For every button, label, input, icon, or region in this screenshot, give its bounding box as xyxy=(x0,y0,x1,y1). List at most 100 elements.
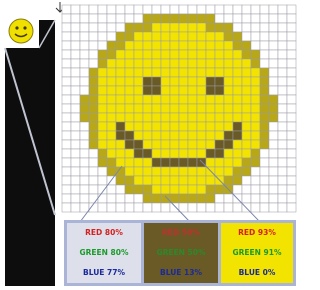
pixel-cell xyxy=(215,140,224,149)
pixel-cell xyxy=(134,167,143,176)
pixel-cell xyxy=(125,113,134,122)
pixel-cell xyxy=(278,131,287,140)
pixel-cell xyxy=(71,122,80,131)
pixel-cell xyxy=(269,68,278,77)
pixel-cell xyxy=(251,5,260,14)
pixel-cell xyxy=(251,113,260,122)
pixel-cell xyxy=(62,68,71,77)
pixel-cell xyxy=(188,68,197,77)
pixel-cell xyxy=(287,131,296,140)
pixel-cell xyxy=(98,95,107,104)
pixel-cell xyxy=(116,149,125,158)
pixel-cell xyxy=(224,68,233,77)
pixel-cell xyxy=(224,32,233,41)
pixel-cell xyxy=(251,140,260,149)
pixel-cell xyxy=(170,95,179,104)
pixel-cell xyxy=(152,149,161,158)
pixel-cell xyxy=(98,41,107,50)
pixel-cell xyxy=(152,176,161,185)
pixel-cell xyxy=(233,113,242,122)
pixel-cell xyxy=(89,104,98,113)
pixel-cell xyxy=(197,131,206,140)
pixel-cell xyxy=(215,50,224,59)
pixel-cell xyxy=(98,140,107,149)
pixel-cell xyxy=(278,194,287,203)
pixel-cell xyxy=(269,77,278,86)
pixel-cell xyxy=(161,149,170,158)
pixel-cell xyxy=(215,113,224,122)
pixel-cell xyxy=(206,41,215,50)
pixel-cell xyxy=(179,14,188,23)
pixel-cell xyxy=(206,131,215,140)
pixel-cell xyxy=(269,23,278,32)
pixel-cell xyxy=(251,149,260,158)
pixel-cell xyxy=(287,176,296,185)
pixel-cell xyxy=(152,122,161,131)
pixel-cell xyxy=(143,176,152,185)
pixel-cell xyxy=(152,50,161,59)
pixel-cell xyxy=(80,158,89,167)
pixel-cell xyxy=(134,95,143,104)
pixel-cell xyxy=(224,194,233,203)
pixel-cell xyxy=(269,203,278,212)
pixel-cell xyxy=(62,140,71,149)
pixel-cell xyxy=(197,23,206,32)
pixel-cell xyxy=(278,158,287,167)
pixel-cell xyxy=(260,140,269,149)
pixel-cell xyxy=(161,50,170,59)
pixel-cell xyxy=(107,86,116,95)
pixel-cell xyxy=(278,68,287,77)
pixel-cell xyxy=(161,41,170,50)
pixel-cell xyxy=(233,131,242,140)
pixel-cell xyxy=(143,77,152,86)
pixel-cell xyxy=(278,5,287,14)
pixel-cell xyxy=(80,50,89,59)
pixel-cell xyxy=(80,5,89,14)
pixel-cell xyxy=(71,203,80,212)
pixel-cell xyxy=(242,41,251,50)
pixel-cell xyxy=(125,32,134,41)
pixel-cell xyxy=(143,59,152,68)
pixel-cell xyxy=(206,14,215,23)
blue-label: BLUE 77% xyxy=(83,268,125,277)
pixel-cell xyxy=(89,86,98,95)
pixel-cell xyxy=(233,122,242,131)
pixel-cell xyxy=(71,185,80,194)
pixel-cell xyxy=(233,77,242,86)
pixel-cell xyxy=(152,203,161,212)
pixel-cell xyxy=(107,131,116,140)
pixel-cell xyxy=(251,14,260,23)
pixel-cell xyxy=(179,122,188,131)
pixel-cell xyxy=(179,167,188,176)
pixel-cell xyxy=(98,5,107,14)
red-label: RED 80% xyxy=(85,228,123,237)
pixel-cell xyxy=(233,5,242,14)
pixel-cell xyxy=(269,41,278,50)
pixel-cell xyxy=(260,5,269,14)
pixel-cell xyxy=(179,5,188,14)
pixel-cell xyxy=(260,14,269,23)
pixel-cell xyxy=(89,185,98,194)
pixel-cell xyxy=(215,185,224,194)
pixel-cell xyxy=(98,194,107,203)
pixel-cell xyxy=(98,131,107,140)
pixel-cell xyxy=(188,158,197,167)
pixel-cell xyxy=(233,185,242,194)
pixel-cell xyxy=(224,131,233,140)
pixel-cell xyxy=(107,113,116,122)
pixel-cell xyxy=(269,149,278,158)
pixel-cell xyxy=(89,95,98,104)
pixel-cell xyxy=(161,77,170,86)
pixel-cell xyxy=(107,104,116,113)
pixel-cell xyxy=(233,203,242,212)
pixel-cell xyxy=(179,77,188,86)
pixel-cell xyxy=(242,32,251,41)
pixel-cell xyxy=(242,5,251,14)
pixel-cell xyxy=(80,140,89,149)
pixel-cell xyxy=(278,203,287,212)
pixel-cell xyxy=(80,203,89,212)
pixel-cell xyxy=(215,77,224,86)
pixel-cell xyxy=(116,59,125,68)
pixel-cell xyxy=(269,122,278,131)
pixel-cell xyxy=(206,113,215,122)
